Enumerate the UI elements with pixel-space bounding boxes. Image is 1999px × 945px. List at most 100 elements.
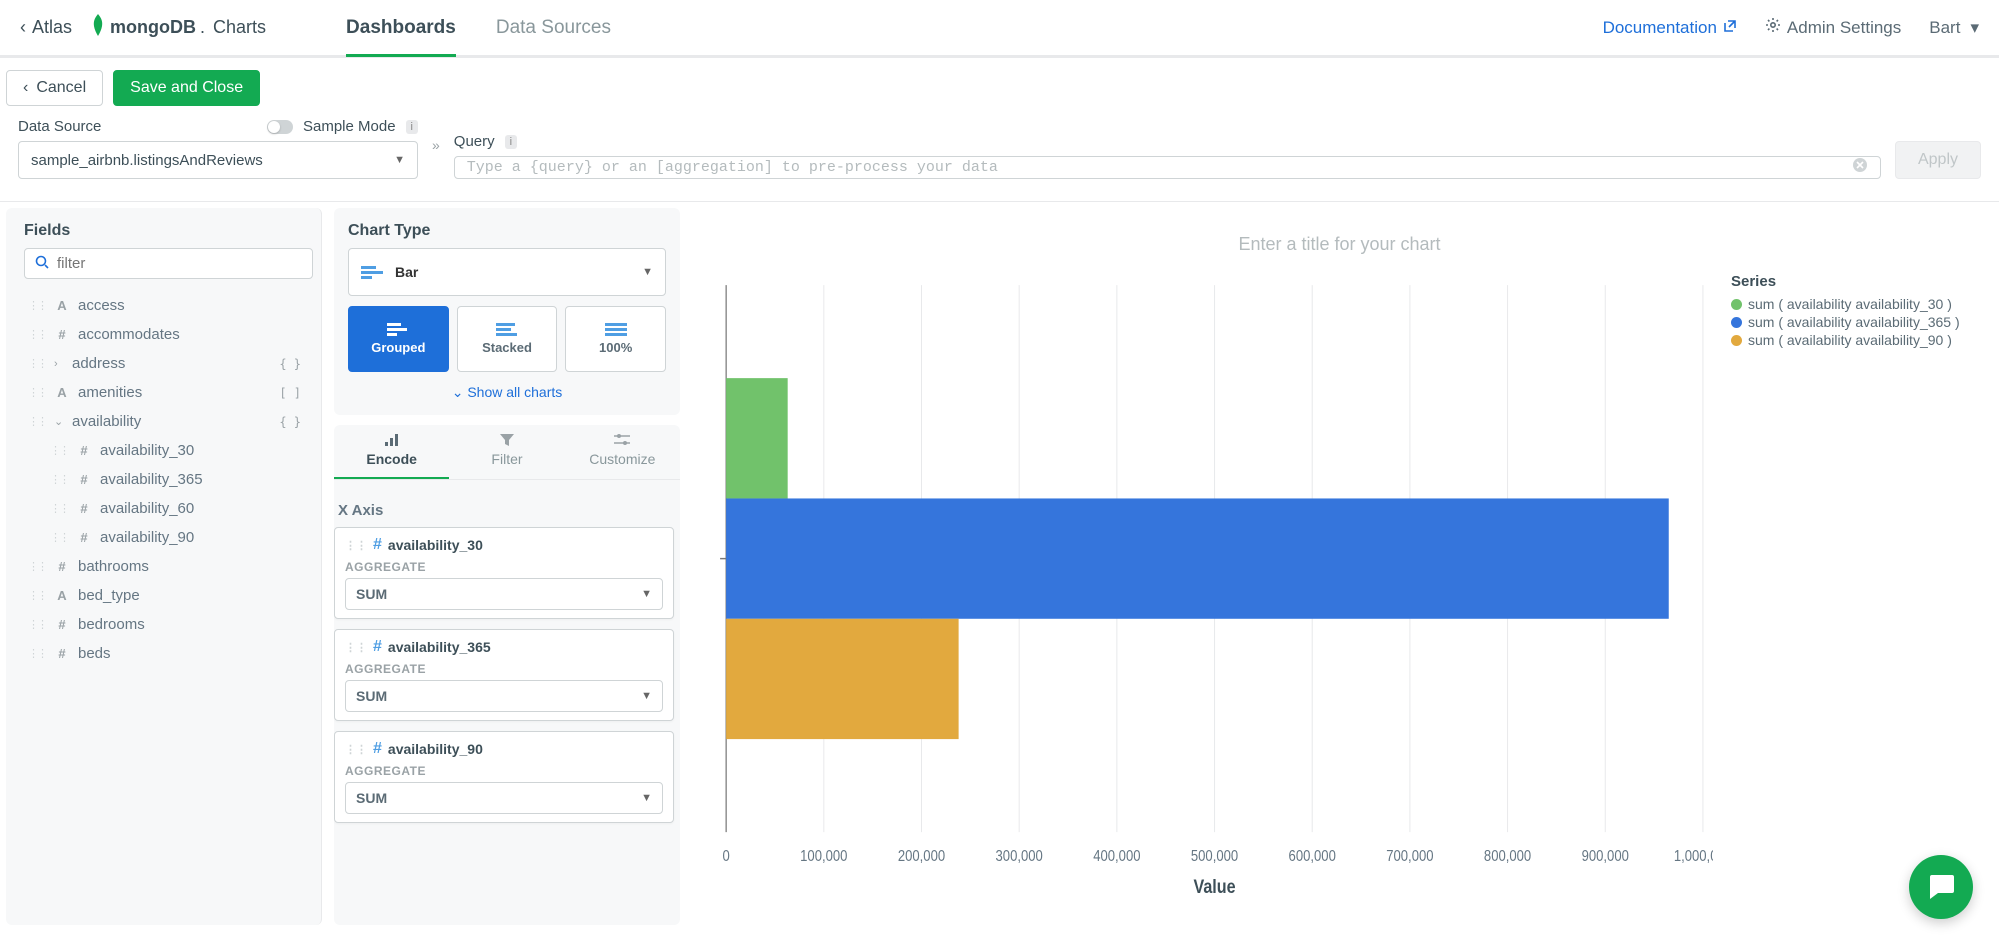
number-type-icon: # <box>373 638 382 656</box>
help-chat-fab[interactable] <box>1909 855 1973 919</box>
field-item-accommodates[interactable]: ⋮⋮ # accommodates <box>24 320 313 349</box>
search-icon <box>35 255 49 272</box>
chart-type-value: Bar <box>395 264 418 280</box>
svg-text:1,000,000: 1,000,000 <box>1674 848 1713 865</box>
field-item-amenities[interactable]: ⋮⋮Aamenities[ ] <box>24 378 313 407</box>
svg-text:500,000: 500,000 <box>1191 848 1238 865</box>
type-icon: # <box>76 501 92 516</box>
user-name: Bart <box>1929 18 1960 38</box>
aggregate-label: AGGREGATE <box>345 764 663 778</box>
tab-filter[interactable]: Filter <box>449 425 564 479</box>
tab-data-sources[interactable]: Data Sources <box>496 2 611 57</box>
leaf-icon <box>90 14 106 42</box>
chart-type-card: Chart Type Bar ▼ Grouped Stacked 100% <box>334 208 680 415</box>
user-menu[interactable]: Bart ▾ <box>1929 18 1979 38</box>
fields-filter-input[interactable] <box>57 255 302 272</box>
legend-item: sum ( availability availability_365 ) <box>1731 314 1973 330</box>
chevron-down-icon: ⌄ <box>452 384 464 400</box>
field-item-availability_30[interactable]: ⋮⋮#availability_30 <box>24 436 313 465</box>
x-axis-field-availability_30[interactable]: ⋮⋮#availability_30AGGREGATESUM▼ <box>334 527 674 619</box>
x-axis-field-availability_365[interactable]: ⋮⋮#availability_365AGGREGATESUM▼ <box>334 629 674 721</box>
field-item-availability_60[interactable]: ⋮⋮#availability_60 <box>24 494 313 523</box>
field-item-access[interactable]: ⋮⋮Aaccess <box>24 291 313 320</box>
show-all-charts-link[interactable]: ⌄ Show all charts <box>348 384 666 401</box>
data-source-select[interactable]: sample_airbnb.listingsAndReviews ▼ <box>18 141 418 179</box>
apply-button[interactable]: Apply <box>1895 141 1981 179</box>
field-name: accommodates <box>78 326 180 343</box>
field-item-bathrooms[interactable]: ⋮⋮#bathrooms <box>24 552 313 581</box>
encode-icon <box>384 433 400 449</box>
sliders-icon <box>614 433 630 449</box>
grip-icon: ⋮⋮ <box>345 539 367 552</box>
grip-icon: ⋮⋮ <box>28 618 46 631</box>
field-name: bathrooms <box>78 558 149 575</box>
grip-icon: ⋮⋮ <box>28 328 46 341</box>
clear-query-icon[interactable] <box>1852 157 1868 178</box>
grip-icon: ⋮⋮ <box>345 641 367 654</box>
legend-swatch <box>1731 299 1742 310</box>
svg-text:Value: Value <box>1194 875 1236 897</box>
brand-thin: Charts <box>213 17 266 38</box>
aggregate-select[interactable]: SUM▼ <box>345 578 663 610</box>
atlas-back-link[interactable]: ‹ Atlas <box>20 17 72 38</box>
field-item-address[interactable]: ⋮⋮›address{ } <box>24 349 313 378</box>
data-source-value: sample_airbnb.listingsAndReviews <box>31 152 263 169</box>
info-icon[interactable]: i <box>505 135 517 149</box>
aggregate-select[interactable]: SUM▼ <box>345 782 663 814</box>
subtype-stacked-label: Stacked <box>482 340 532 355</box>
field-name: availability_30 <box>100 442 194 459</box>
chat-icon <box>1926 871 1956 904</box>
subtype-grouped[interactable]: Grouped <box>348 306 449 372</box>
tab-dashboards[interactable]: Dashboards <box>346 2 456 57</box>
aggregate-value: SUM <box>356 688 387 704</box>
aggregate-select[interactable]: SUM▼ <box>345 680 663 712</box>
field-item-availability[interactable]: ⋮⋮⌄availability{ } <box>24 407 313 436</box>
save-and-close-button[interactable]: Save and Close <box>113 70 260 106</box>
expand-icon[interactable]: ⌄ <box>54 415 64 428</box>
query-input[interactable] <box>467 159 1852 176</box>
field-name: availability_90 <box>100 529 194 546</box>
caret-down-icon: ▾ <box>1970 18 1979 38</box>
cancel-button[interactable]: ‹ Cancel <box>6 70 103 106</box>
show-all-label: Show all charts <box>467 384 562 400</box>
field-name: beds <box>78 645 111 662</box>
tab-encode-label: Encode <box>366 451 417 467</box>
x-field-name: availability_90 <box>388 741 483 757</box>
number-type-icon: # <box>373 536 382 554</box>
type-icon: A <box>54 588 70 603</box>
type-badge: [ ] <box>279 386 309 400</box>
chevron-down-icon: ▼ <box>641 588 652 600</box>
gear-icon <box>1765 17 1781 38</box>
info-icon[interactable]: i <box>406 120 418 134</box>
field-item-availability_90[interactable]: ⋮⋮#availability_90 <box>24 523 313 552</box>
sample-mode-toggle[interactable] <box>267 120 293 134</box>
subtype-100pct[interactable]: 100% <box>565 306 666 372</box>
x-axis-field-availability_90[interactable]: ⋮⋮#availability_90AGGREGATESUM▼ <box>334 731 674 823</box>
data-source-column: Data Source Sample Mode i sample_airbnb.… <box>18 118 418 179</box>
chart-title-placeholder[interactable]: Enter a title for your chart <box>706 234 1973 255</box>
legend-title: Series <box>1731 273 1973 290</box>
plot-area: 0100,000200,000300,000400,000500,000600,… <box>706 273 1713 905</box>
subtype-stacked[interactable]: Stacked <box>457 306 558 372</box>
grip-icon: ⋮⋮ <box>28 560 46 573</box>
expand-icon[interactable]: › <box>54 358 64 370</box>
documentation-link[interactable]: Documentation <box>1603 18 1737 38</box>
chart-type-select[interactable]: Bar ▼ <box>348 248 666 296</box>
type-icon: # <box>54 327 70 342</box>
data-source-label: Data Source <box>18 118 101 135</box>
grip-icon: ⋮⋮ <box>50 502 68 515</box>
chevron-right-double-icon: » <box>432 137 440 161</box>
main-tabs: Dashboards Data Sources <box>346 0 611 55</box>
field-item-beds[interactable]: ⋮⋮#beds <box>24 639 313 668</box>
field-list: ⋮⋮Aaccess⋮⋮#accommodates⋮⋮›address{ }⋮⋮A… <box>24 291 313 925</box>
field-item-bed_type[interactable]: ⋮⋮Abed_type <box>24 581 313 610</box>
field-item-bedrooms[interactable]: ⋮⋮#bedrooms <box>24 610 313 639</box>
tab-encode[interactable]: Encode <box>334 425 449 479</box>
chevron-down-icon: ▼ <box>642 266 653 278</box>
grip-icon: ⋮⋮ <box>28 415 46 428</box>
field-name: amenities <box>78 384 142 401</box>
field-item-availability_365[interactable]: ⋮⋮#availability_365 <box>24 465 313 494</box>
tab-customize[interactable]: Customize <box>565 425 680 479</box>
admin-settings-link[interactable]: Admin Settings <box>1765 17 1901 38</box>
admin-settings-label: Admin Settings <box>1787 18 1901 38</box>
